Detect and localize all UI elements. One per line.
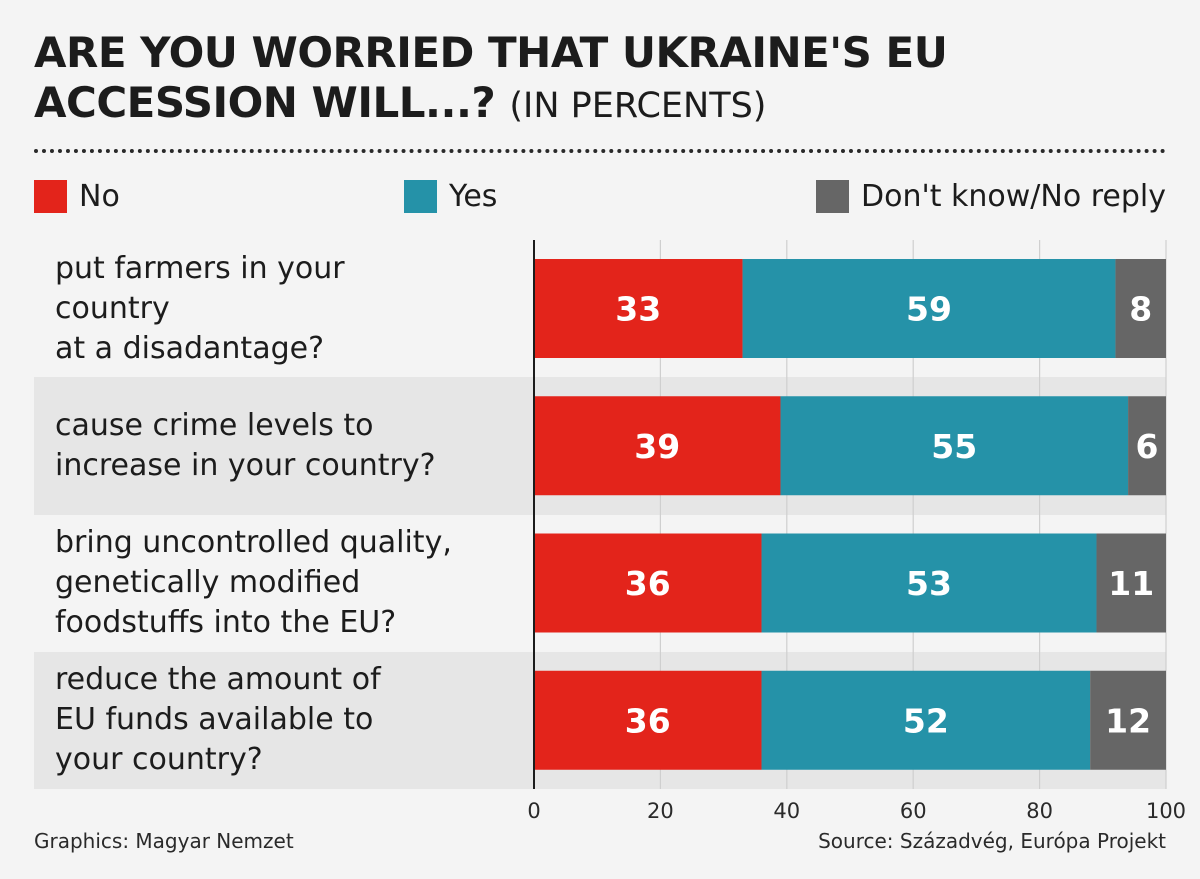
question-label: put farmers in your country at a disadan… — [55, 250, 345, 366]
x-tick-label: 20 — [647, 799, 674, 823]
data-label: 53 — [906, 564, 952, 603]
data-label: 55 — [931, 427, 977, 466]
legend-label-dont-know: Don't know/No reply — [861, 178, 1166, 214]
x-tick-label: 40 — [773, 799, 800, 823]
legend-item-yes: Yes — [404, 178, 497, 214]
bar-segment — [534, 670, 762, 770]
question-label: bring uncontrolled quality, genetically … — [55, 525, 452, 640]
x-tick-label: 80 — [1026, 799, 1053, 823]
data-label: 12 — [1105, 701, 1151, 740]
legend-swatch-dont-know — [816, 179, 849, 213]
data-label: 33 — [615, 290, 661, 329]
bar-segment — [761, 670, 1091, 770]
data-label: 8 — [1129, 290, 1152, 329]
legend-label-yes: Yes — [449, 178, 498, 214]
legend-swatch-yes — [404, 179, 437, 213]
legend-item-no: No — [34, 178, 120, 214]
data-label: 39 — [634, 427, 680, 466]
x-tick-label: 0 — [527, 799, 540, 823]
source-credit: Source: Századvég, Európa Projekt — [818, 829, 1166, 853]
bar-segment — [1115, 259, 1166, 358]
question-label: cause crime levels to increase in your c… — [55, 407, 436, 483]
graphics-credit: Graphics: Magyar Nemzet — [34, 829, 294, 853]
bar-segment — [780, 396, 1129, 496]
chart-title: ARE YOU WORRIED THAT UKRAINE'S EU ACCESS… — [34, 28, 1174, 131]
data-label: 36 — [625, 564, 671, 603]
chart-title-unit: (IN PERCENTS) — [509, 86, 767, 126]
data-label: 36 — [625, 701, 671, 740]
bar-segment — [742, 259, 1116, 358]
title-divider — [34, 149, 1166, 153]
data-label: 11 — [1108, 564, 1154, 603]
bar-segment — [761, 533, 1097, 633]
data-label: 52 — [903, 701, 949, 740]
data-label: 59 — [906, 290, 952, 329]
bar-segment — [1096, 533, 1166, 633]
legend-item-dont-know: Don't know/No reply — [816, 178, 1166, 214]
bar-segment — [534, 396, 781, 496]
x-tick-label: 100 — [1146, 799, 1186, 823]
bar-segment — [1090, 670, 1166, 770]
bar-segment — [534, 259, 743, 358]
x-tick-label: 60 — [900, 799, 927, 823]
question-label: reduce the amount of EU funds available … — [55, 662, 381, 778]
legend-swatch-no — [34, 179, 67, 213]
bar-segment — [1128, 396, 1166, 496]
bar-segment — [534, 533, 762, 633]
legend-label-no: No — [79, 178, 120, 214]
data-label: 6 — [1136, 427, 1159, 466]
chart-title-main: ARE YOU WORRIED THAT UKRAINE'S EU ACCESS… — [34, 28, 948, 127]
